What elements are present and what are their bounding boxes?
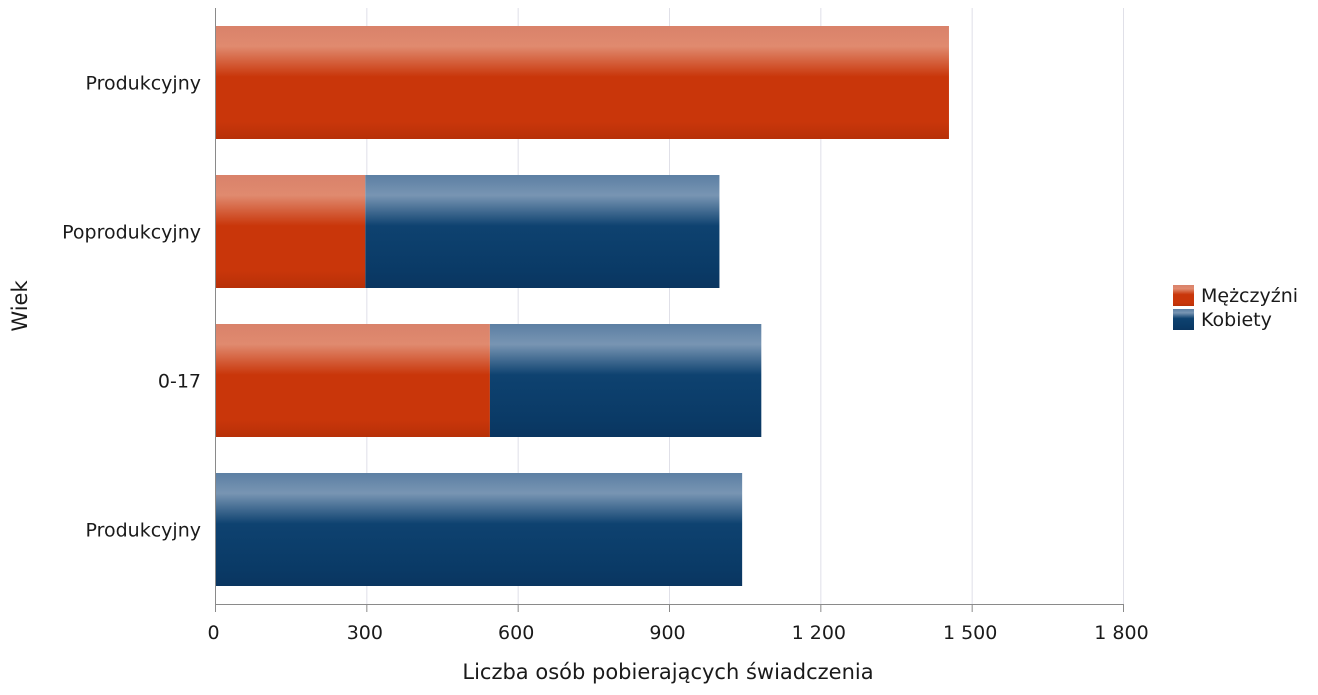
category-label: 0-17: [158, 371, 201, 393]
category-label: Produkcyjny: [85, 520, 201, 542]
x-tick-label: 900: [649, 622, 685, 644]
bar-men-0: [215, 26, 949, 139]
legend-label-women: Kobiety: [1201, 309, 1272, 331]
x-axis-title: Liczba osób pobierających świadczenia: [462, 660, 873, 684]
x-tick-label: 1 800: [1094, 622, 1148, 644]
bar-men-2: [215, 324, 490, 437]
legend-swatch-women: [1173, 309, 1194, 330]
axes: [215, 8, 1124, 612]
x-tick-label: 1 200: [792, 622, 846, 644]
bar-women-2: [489, 324, 762, 437]
bars: [215, 26, 949, 586]
category-label: Poprodukcyjny: [62, 222, 201, 244]
bar-women-3: [215, 473, 743, 586]
legend-swatch-men: [1173, 285, 1194, 306]
category-label: Produkcyjny: [85, 73, 201, 95]
bar-men-1: [215, 175, 366, 288]
x-tick-label: 0: [207, 622, 219, 644]
labels: 0 300 600 900 1 200 1 500 1 800 Produkcyjny Popr…: [62, 73, 1149, 645]
x-tick-label: 300: [347, 622, 383, 644]
bar-women-1: [365, 175, 720, 288]
x-tick-label: 1 500: [943, 622, 997, 644]
legend-label-men: Mężczyźni: [1201, 285, 1298, 307]
x-tick-label: 600: [498, 622, 534, 644]
y-axis-title: Wiek: [8, 280, 32, 332]
